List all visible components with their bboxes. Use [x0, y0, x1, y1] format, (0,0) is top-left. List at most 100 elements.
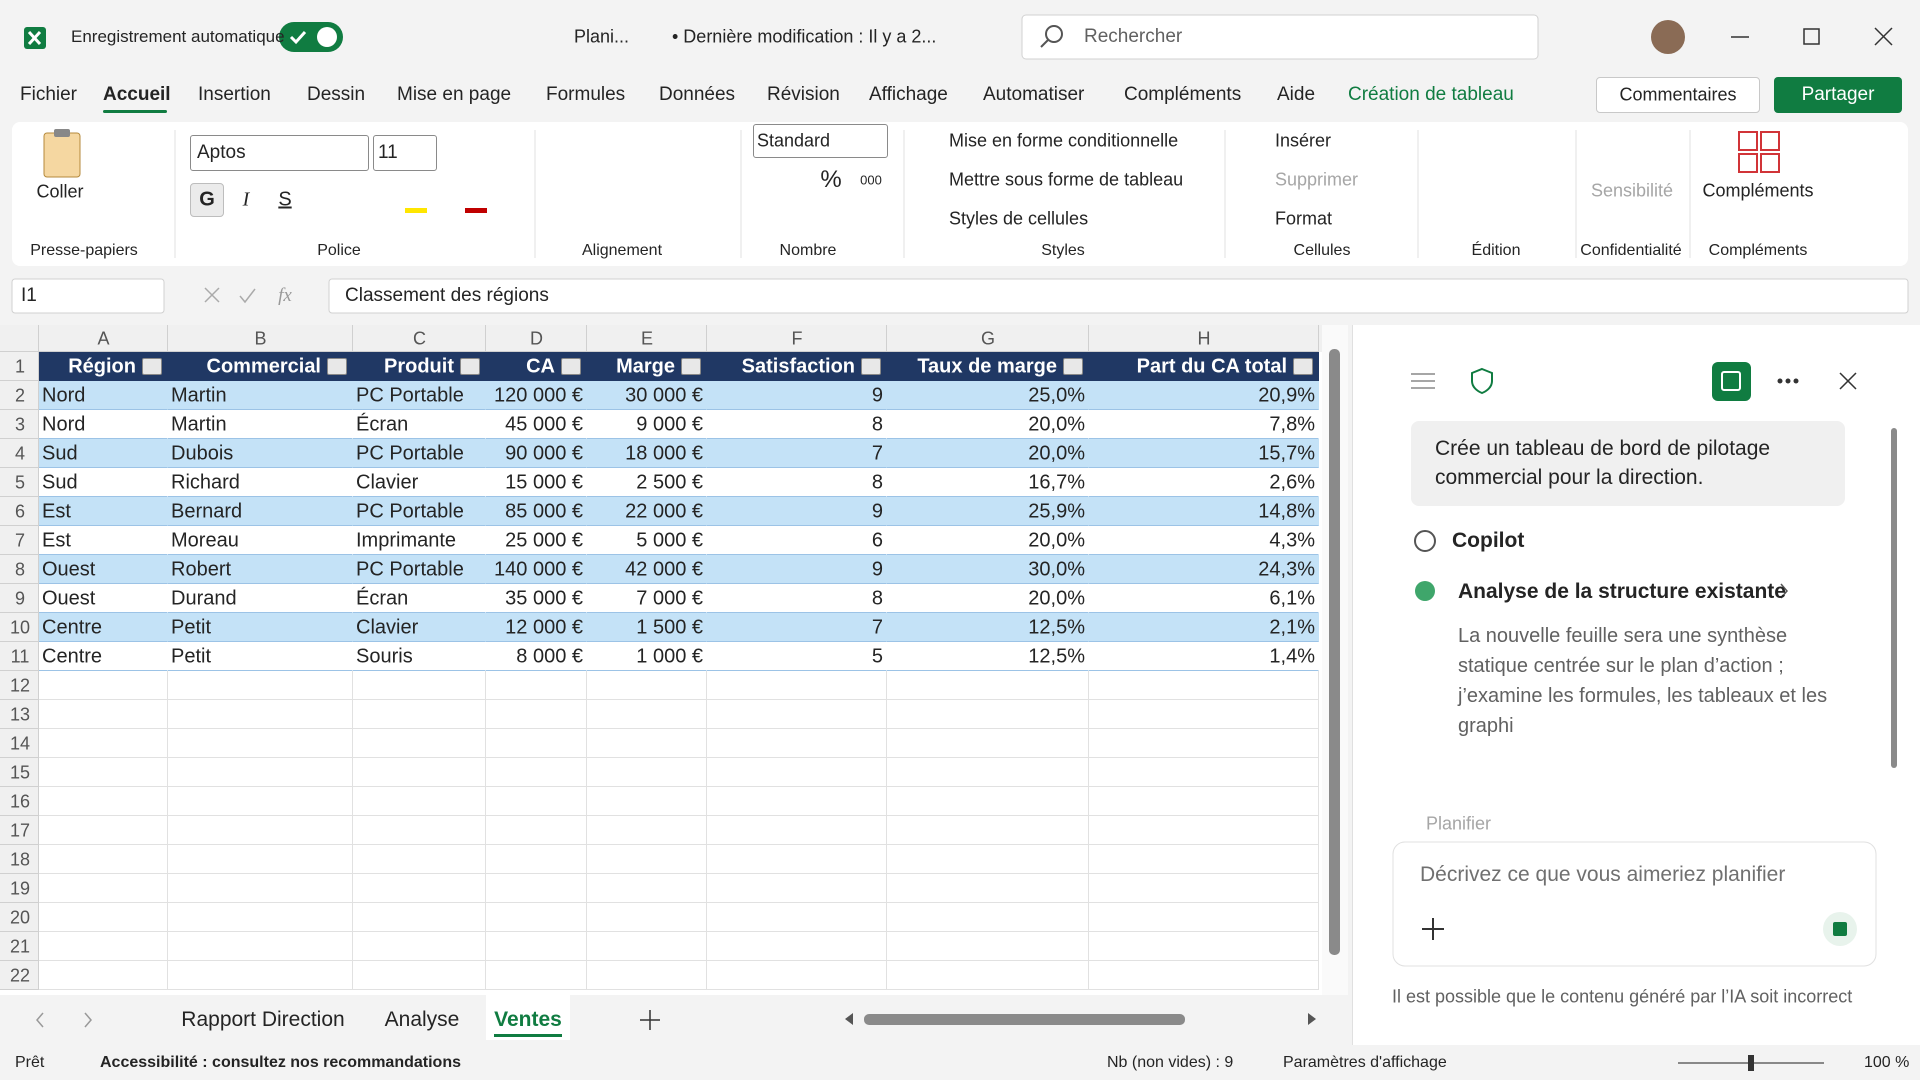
table-cell[interactable]: PC Portable: [356, 500, 464, 522]
paste-icon[interactable]: [43, 132, 81, 178]
cell[interactable]: [1089, 758, 1319, 787]
number-format[interactable]: Standard: [757, 130, 831, 151]
cell[interactable]: [887, 642, 1089, 671]
cell[interactable]: [39, 700, 168, 729]
cell[interactable]: [39, 845, 168, 874]
cell[interactable]: [887, 497, 1089, 526]
cell[interactable]: [486, 816, 587, 845]
table-cell[interactable]: 20,9%: [1258, 384, 1315, 406]
cell[interactable]: [887, 613, 1089, 642]
cell[interactable]: [587, 758, 707, 787]
table-cell[interactable]: 35 000 €: [505, 587, 583, 609]
cell[interactable]: [353, 468, 486, 497]
table-cell[interactable]: 20,0%: [1028, 529, 1085, 551]
table-cell[interactable]: 30,0%: [1028, 558, 1085, 580]
cell[interactable]: [39, 468, 168, 497]
cell[interactable]: [39, 671, 168, 700]
cell[interactable]: [1089, 874, 1319, 903]
zoom-level[interactable]: 100 %: [1864, 1054, 1910, 1071]
table-cell[interactable]: 12,5%: [1028, 645, 1085, 667]
column-letter[interactable]: E: [640, 328, 654, 349]
cell[interactable]: [887, 352, 1089, 381]
cell[interactable]: [887, 526, 1089, 555]
row-number[interactable]: 13: [9, 704, 31, 724]
cell[interactable]: [1089, 671, 1319, 700]
ribbon-tab[interactable]: Mise en page: [397, 84, 512, 105]
table-cell[interactable]: 90 000 €: [505, 442, 583, 464]
table-cell[interactable]: 7: [871, 442, 883, 464]
cell[interactable]: [486, 642, 587, 671]
cell[interactable]: [168, 410, 353, 439]
sheet-tab[interactable]: Analyse: [384, 1008, 460, 1031]
ribbon-tab[interactable]: Formules: [546, 84, 626, 105]
cell[interactable]: [168, 845, 353, 874]
cell[interactable]: [887, 816, 1089, 845]
sheet-nav[interactable]: [36, 1012, 92, 1028]
table-header[interactable]: Marge: [616, 355, 675, 377]
new-chat[interactable]: [1712, 362, 1751, 401]
table-cell[interactable]: 12,5%: [1028, 616, 1085, 638]
table-cell[interactable]: Écran: [356, 413, 409, 435]
table-cell[interactable]: 15,7%: [1258, 442, 1315, 464]
cell[interactable]: [887, 961, 1089, 990]
table-cell[interactable]: 25,9%: [1028, 500, 1085, 522]
cell[interactable]: [587, 816, 707, 845]
cell[interactable]: [587, 845, 707, 874]
row-number[interactable]: 6: [14, 501, 26, 521]
cell[interactable]: [1089, 555, 1319, 584]
cell[interactable]: [39, 729, 168, 758]
number-format-box[interactable]: [753, 124, 888, 158]
cell[interactable]: [168, 729, 353, 758]
table-cell[interactable]: 7 000 €: [636, 587, 703, 609]
table-header[interactable]: Taux de marge: [917, 355, 1057, 377]
paste-label[interactable]: Coller: [36, 181, 84, 202]
conditional-formatting[interactable]: Mise en forme conditionnelle: [949, 130, 1179, 151]
table-cell[interactable]: Nord: [42, 384, 86, 406]
avatar[interactable]: [1651, 20, 1685, 54]
table-header[interactable]: Région: [68, 355, 136, 377]
accessibility[interactable]: Accessibilité : consultez nos recommanda…: [100, 1054, 461, 1071]
filter-button[interactable]: [561, 358, 581, 375]
filter-button[interactable]: [460, 358, 480, 375]
column-letter[interactable]: B: [254, 328, 267, 349]
cell[interactable]: [168, 816, 353, 845]
row-number[interactable]: 1: [14, 356, 26, 376]
search-box[interactable]: [1021, 14, 1539, 60]
ribbon-tab[interactable]: Compléments: [1124, 84, 1242, 105]
row-number[interactable]: 18: [9, 849, 31, 869]
share-button[interactable]: [1774, 77, 1902, 113]
font-name-box[interactable]: [190, 135, 369, 171]
cell[interactable]: [887, 555, 1089, 584]
active-sheet-tab[interactable]: [486, 995, 570, 1040]
cell[interactable]: [168, 671, 353, 700]
cell[interactable]: [587, 381, 707, 410]
cell[interactable]: [353, 758, 486, 787]
cell[interactable]: [1089, 410, 1319, 439]
underline[interactable]: S: [278, 188, 292, 211]
table-cell[interactable]: Martin: [171, 413, 227, 435]
cell[interactable]: [587, 526, 707, 555]
table-cell[interactable]: 5: [871, 645, 883, 667]
cell[interactable]: [353, 642, 486, 671]
cell[interactable]: [587, 410, 707, 439]
insert[interactable]: Insérer: [1275, 130, 1332, 151]
table-cell[interactable]: 140 000 €: [494, 558, 583, 580]
table-cell[interactable]: 25 000 €: [505, 529, 583, 551]
cell[interactable]: [707, 526, 887, 555]
cell[interactable]: [887, 874, 1089, 903]
comments-label[interactable]: Commentaires: [1619, 84, 1737, 105]
format-as-table[interactable]: Mettre sous forme de tableau: [949, 169, 1184, 190]
table-header[interactable]: Satisfaction: [741, 355, 855, 377]
table-cell[interactable]: 85 000 €: [505, 500, 583, 522]
cell[interactable]: [39, 816, 168, 845]
cell[interactable]: [39, 903, 168, 932]
cell[interactable]: [353, 903, 486, 932]
panel-scroll-thumb[interactable]: [1891, 428, 1897, 768]
cell[interactable]: [353, 787, 486, 816]
percent[interactable]: %: [820, 166, 842, 193]
cell[interactable]: [887, 468, 1089, 497]
bold-button[interactable]: [190, 183, 224, 217]
table-cell[interactable]: Petit: [171, 645, 212, 667]
cell[interactable]: [39, 874, 168, 903]
cell[interactable]: [486, 381, 587, 410]
